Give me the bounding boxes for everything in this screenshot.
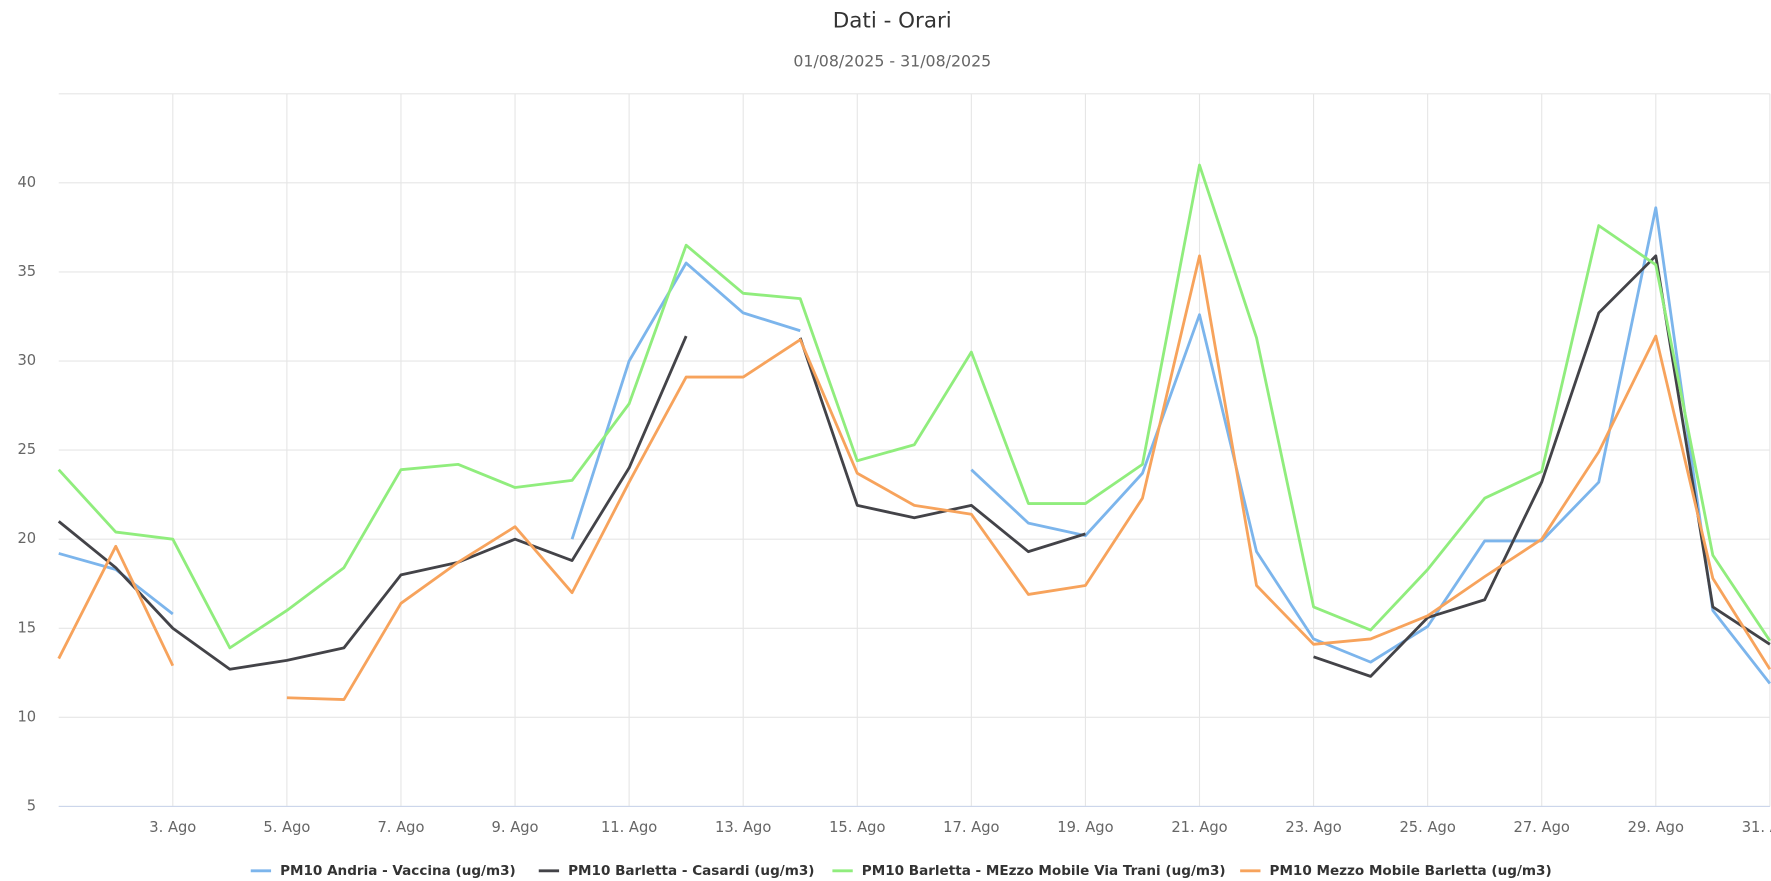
x-tick-label: 5. Ago — [263, 819, 310, 836]
legend-label: PM10 Mezzo Mobile Barletta (ug/m3) — [1270, 863, 1552, 879]
series-line — [57, 163, 1771, 650]
x-tick-label: 11. Ago — [601, 819, 657, 836]
x-tick-label: 31. Ago — [1742, 819, 1771, 836]
x-tick-label: 17. Ago — [943, 819, 999, 836]
x-tick-label: 19. Ago — [1057, 819, 1113, 836]
x-tick-label: 9. Ago — [492, 819, 539, 836]
chart-title: Dati - Orari — [833, 8, 952, 33]
x-tick-label: 23. Ago — [1285, 819, 1341, 836]
y-tick-label: 30 — [17, 352, 36, 369]
x-tick-label: 13. Ago — [715, 819, 771, 836]
legend-label: PM10 Andria - Vaccina (ug/m3) — [280, 863, 516, 879]
legend-label: PM10 Barletta - Casardi (ug/m3) — [568, 863, 814, 879]
x-tick-label: 7. Ago — [377, 819, 424, 836]
y-tick-label: 25 — [17, 441, 36, 458]
legend-label: PM10 Barletta - MEzzo Mobile Via Trani (… — [862, 863, 1226, 879]
x-tick-label: 27. Ago — [1514, 819, 1570, 836]
x-tick-label: 15. Ago — [829, 819, 885, 836]
series-line — [57, 254, 1771, 678]
x-tick-label: 21. Ago — [1171, 819, 1227, 836]
y-tick-label: 5 — [27, 797, 36, 814]
y-tick-label: 10 — [17, 708, 36, 725]
x-tick-label: 25. Ago — [1399, 819, 1455, 836]
y-tick-label: 40 — [17, 174, 36, 191]
series-line — [57, 254, 1771, 701]
x-tick-label: 3. Ago — [149, 819, 196, 836]
x-tick-label: 29. Ago — [1628, 819, 1684, 836]
y-tick-label: 35 — [17, 263, 36, 280]
chart-subtitle: 01/08/2025 - 31/08/2025 — [793, 52, 991, 71]
y-tick-label: 20 — [17, 530, 36, 547]
y-tick-label: 15 — [17, 619, 36, 636]
